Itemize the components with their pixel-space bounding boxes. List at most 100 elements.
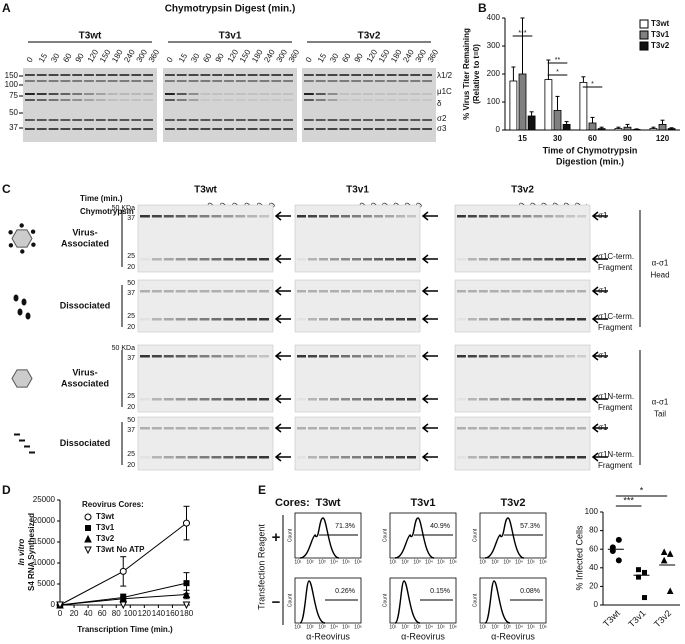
- blot-band: [566, 318, 576, 321]
- gel: [163, 68, 297, 142]
- y-tick-label: 0: [51, 600, 56, 609]
- gel-band: [60, 99, 71, 101]
- icon-dot: [21, 298, 27, 306]
- virion-icon: [11, 229, 33, 248]
- gel-band: [224, 119, 234, 121]
- blot-band: [341, 427, 350, 430]
- gel-band: [386, 93, 397, 95]
- gel-band: [259, 93, 270, 95]
- icon-dot: [13, 294, 19, 302]
- blot-band: [467, 215, 477, 218]
- blot-band: [457, 398, 466, 401]
- blot-band: [235, 398, 246, 401]
- arrow: [274, 423, 291, 433]
- arrow: [421, 351, 438, 361]
- blot-band: [235, 290, 246, 293]
- blot-band: [223, 355, 234, 358]
- blot-band: [163, 290, 174, 293]
- y-tick-label: 40: [589, 563, 598, 572]
- histogram-curve: [299, 517, 340, 559]
- gel-band: [95, 99, 106, 101]
- gel-band: [410, 99, 421, 101]
- blot-band: [199, 427, 210, 430]
- gel-band: [188, 93, 199, 95]
- blot-band: [187, 215, 198, 218]
- gel-band: [271, 80, 282, 82]
- blot-band: [374, 427, 383, 430]
- gel-band: [107, 119, 118, 121]
- icon-dot: [8, 230, 13, 235]
- blot-band: [308, 215, 317, 218]
- blot-band: [467, 290, 477, 293]
- gel-band: [143, 93, 153, 95]
- blot-band: [407, 318, 416, 321]
- gel-band: [48, 74, 59, 76]
- blot-band: [544, 398, 554, 401]
- blot-band: [199, 456, 210, 459]
- arrow: [421, 314, 438, 324]
- blot-band: [330, 290, 339, 293]
- marker: [642, 595, 647, 601]
- blot-band: [478, 398, 488, 401]
- blot-band: [407, 258, 416, 261]
- blot-band: [544, 456, 554, 459]
- blot-band: [341, 258, 350, 261]
- y-axis-label: Count: [382, 528, 388, 542]
- blot-band: [175, 355, 186, 358]
- blot-band: [533, 456, 543, 459]
- blot-band: [489, 456, 499, 459]
- time-label: 60: [61, 51, 74, 64]
- blot-band: [577, 258, 586, 261]
- icon-dot: [31, 242, 36, 247]
- blot-band: [259, 318, 269, 321]
- gel-band: [304, 80, 314, 82]
- gel-band: [363, 93, 373, 95]
- blot-band: [163, 398, 174, 401]
- blot-band: [500, 456, 510, 459]
- gel-band: [247, 128, 258, 130]
- virion-icon: [11, 369, 33, 388]
- blot-band: [308, 258, 317, 261]
- blot-band: [235, 427, 246, 430]
- time-label: 30: [49, 51, 62, 64]
- gel-band: [212, 99, 223, 101]
- blot-band: [319, 456, 328, 459]
- blot-band: [341, 290, 350, 293]
- legend-swatch: [639, 41, 649, 51]
- time-label: 15: [177, 51, 190, 64]
- blot-band: [140, 215, 150, 218]
- gel-band: [315, 99, 326, 101]
- blot-band: [187, 398, 198, 401]
- blot-band: [577, 427, 586, 430]
- marker: [660, 556, 668, 564]
- blot-band: [308, 456, 317, 459]
- gel-band: [398, 74, 409, 76]
- bar: [597, 128, 606, 131]
- x-tick-label: 10³: [318, 559, 326, 565]
- blot-band: [211, 427, 222, 430]
- band-label: Fragment: [598, 263, 633, 272]
- gel-band: [107, 99, 118, 101]
- arrow: [274, 314, 291, 324]
- gel-band: [95, 119, 106, 121]
- blot-band: [163, 318, 174, 321]
- gel-band: [200, 119, 211, 121]
- blot-band: [457, 427, 466, 430]
- gel-band: [119, 119, 130, 121]
- gel-band: [131, 119, 142, 121]
- x-tick-label: 10⁴: [425, 559, 433, 565]
- blot-band: [511, 456, 521, 459]
- x-tick-label: 10⁴: [425, 624, 433, 630]
- mw-label: 20: [127, 264, 135, 271]
- gel-band: [131, 128, 142, 130]
- blot-band: [396, 258, 405, 261]
- blot-band: [396, 398, 405, 401]
- gel-band: [143, 80, 153, 82]
- time-label: 120: [86, 48, 101, 65]
- blot-band: [396, 290, 405, 293]
- y-tick-label: 400: [487, 13, 501, 22]
- y-tick-label: 0: [594, 600, 599, 609]
- blot-band: [247, 355, 258, 358]
- blot-band: [235, 318, 246, 321]
- gel-band: [200, 99, 211, 101]
